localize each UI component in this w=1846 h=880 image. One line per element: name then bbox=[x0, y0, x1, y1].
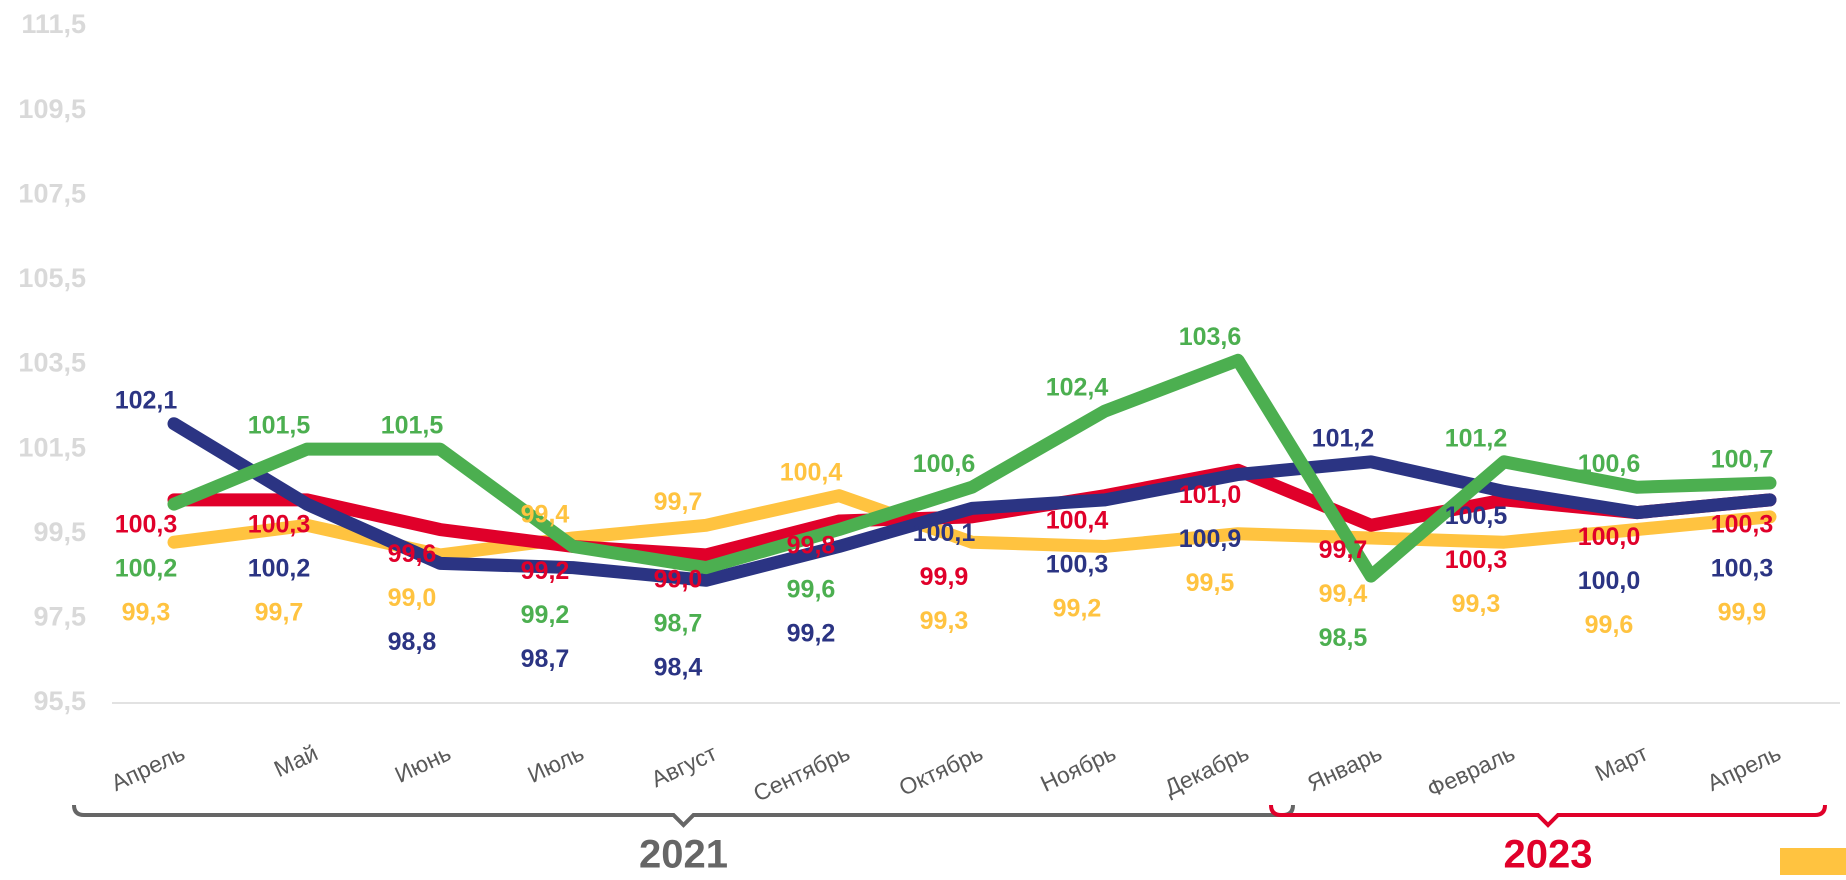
x-tick-label: Ноябрь bbox=[1036, 739, 1119, 796]
group-bracket bbox=[1269, 804, 1827, 828]
data-label: 100,7 bbox=[1711, 446, 1774, 474]
x-tick-label: Июнь bbox=[391, 739, 455, 787]
y-tick-label: 109,5 bbox=[18, 94, 86, 124]
data-label: 99,7 bbox=[255, 599, 304, 627]
x-tick-label: Июль bbox=[524, 739, 588, 787]
group-label: 2023 bbox=[1504, 833, 1593, 875]
y-tick-label: 101,5 bbox=[18, 432, 86, 462]
data-label: 99,8 bbox=[787, 532, 836, 560]
data-label: 101,2 bbox=[1312, 424, 1375, 452]
y-tick-label: 107,5 bbox=[18, 178, 86, 208]
data-label: 99,2 bbox=[521, 557, 570, 585]
data-label: 98,7 bbox=[521, 645, 570, 673]
series-line bbox=[167, 353, 1777, 583]
data-label: 99,5 bbox=[1186, 569, 1235, 597]
data-label: 99,7 bbox=[1319, 536, 1368, 564]
series-line bbox=[167, 463, 1777, 562]
data-label: 100,6 bbox=[913, 450, 976, 478]
data-label: 98,4 bbox=[654, 654, 703, 682]
data-label: 100,5 bbox=[1445, 502, 1508, 530]
data-label: 100,4 bbox=[780, 458, 843, 486]
y-tick-label: 97,5 bbox=[33, 602, 86, 632]
corner-decoration bbox=[1780, 848, 1846, 875]
data-label: 99,7 bbox=[654, 488, 703, 516]
data-label: 99,2 bbox=[787, 620, 836, 648]
data-label: 100,9 bbox=[1179, 525, 1242, 553]
x-tick-label: Декабрь bbox=[1160, 739, 1252, 800]
data-label: 98,8 bbox=[388, 628, 437, 656]
y-tick-label: 105,5 bbox=[18, 263, 86, 293]
data-label: 101,5 bbox=[381, 412, 444, 440]
data-label: 99,4 bbox=[1319, 580, 1368, 608]
data-label: 100,0 bbox=[1578, 523, 1641, 551]
data-label: 103,6 bbox=[1179, 323, 1242, 351]
x-tick-label: Апрель bbox=[1703, 739, 1785, 796]
data-label: 102,1 bbox=[115, 386, 178, 414]
x-tick-label: Октябрь bbox=[895, 739, 987, 800]
data-label: 101,5 bbox=[248, 412, 311, 440]
y-tick-label: 95,5 bbox=[33, 686, 86, 716]
data-label: 100,3 bbox=[1445, 546, 1508, 574]
series-line bbox=[167, 417, 1777, 587]
data-label: 100,6 bbox=[1578, 450, 1641, 478]
data-label: 99,4 bbox=[521, 501, 570, 529]
data-label: 98,7 bbox=[654, 610, 703, 638]
data-label: 100,3 bbox=[1046, 550, 1109, 578]
data-label: 100,1 bbox=[913, 519, 976, 547]
group-bracket bbox=[72, 804, 1295, 828]
data-label: 99,0 bbox=[654, 566, 703, 594]
data-label: 99,9 bbox=[1718, 599, 1767, 627]
data-label: 99,6 bbox=[388, 540, 437, 568]
data-label: 100,3 bbox=[248, 511, 311, 539]
x-tick-label: Май bbox=[270, 739, 322, 782]
data-label: 99,3 bbox=[122, 599, 171, 627]
data-label: 101,0 bbox=[1179, 481, 1242, 509]
y-tick-label: 111,5 bbox=[21, 9, 86, 39]
group-label: 2021 bbox=[639, 833, 728, 875]
data-label: 99,2 bbox=[1053, 594, 1102, 622]
y-tick-label: 103,5 bbox=[18, 348, 86, 378]
x-tick-label: Февраль bbox=[1423, 739, 1519, 802]
data-label: 99,6 bbox=[787, 576, 836, 604]
data-label: 100,3 bbox=[1711, 511, 1774, 539]
data-label: 99,3 bbox=[920, 607, 969, 635]
data-label: 99,0 bbox=[388, 584, 437, 612]
x-tick-label: Январь bbox=[1303, 739, 1385, 796]
data-label: 100,3 bbox=[1711, 555, 1774, 583]
data-label: 99,3 bbox=[1452, 590, 1501, 618]
y-tick-label: 99,5 bbox=[33, 517, 86, 547]
data-label: 100,4 bbox=[1046, 506, 1109, 534]
x-tick-label: Март bbox=[1591, 739, 1652, 786]
x-tick-label: Август bbox=[647, 739, 721, 792]
data-label: 99,9 bbox=[920, 563, 969, 591]
data-label: 99,2 bbox=[521, 601, 570, 629]
data-label: 98,5 bbox=[1319, 624, 1368, 652]
data-label: 100,3 bbox=[115, 511, 178, 539]
data-label: 102,4 bbox=[1046, 374, 1109, 402]
x-tick-label: Апрель bbox=[107, 739, 189, 796]
data-label: 99,6 bbox=[1585, 611, 1634, 639]
data-label: 100,0 bbox=[1578, 567, 1641, 595]
data-label: 101,2 bbox=[1445, 424, 1508, 452]
data-label: 100,2 bbox=[248, 555, 311, 583]
data-label: 100,2 bbox=[115, 555, 178, 583]
series-line bbox=[167, 489, 1777, 562]
x-tick-label: Сентябрь bbox=[749, 739, 853, 806]
